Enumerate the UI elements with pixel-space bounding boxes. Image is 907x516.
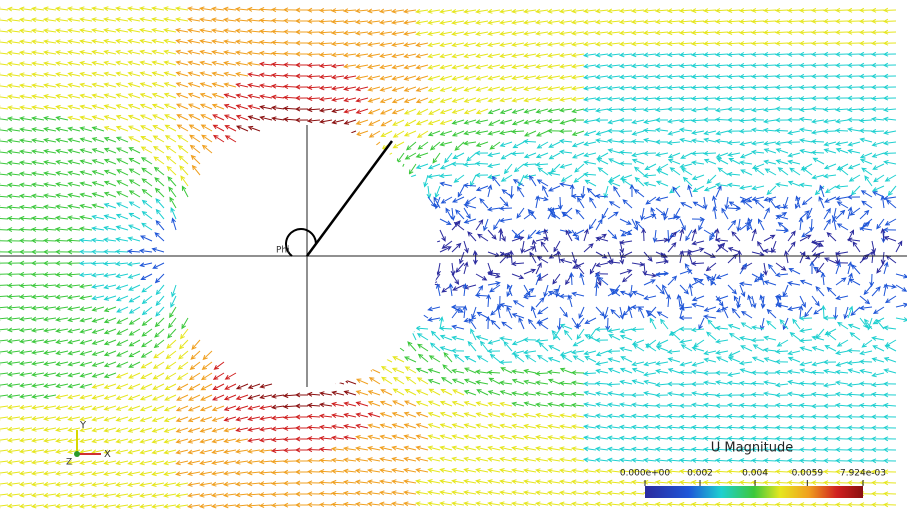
triad-z-axis: [74, 451, 80, 457]
triad-x-label: X: [104, 449, 111, 460]
triad-z-label: Z: [66, 458, 72, 468]
colorbar: [645, 486, 863, 498]
colorbar-tick-label: 0.002: [687, 469, 713, 479]
colorbar-tick-label: 0.004: [742, 469, 768, 479]
triad-y-label: Y: [79, 420, 87, 431]
render-view: Phi Y X Z U Magnitude 0.000e+00 0.002 0.00…: [0, 0, 907, 516]
colorbar-tick-label: 0.000e+00: [620, 469, 671, 479]
colorbar-tick-label: 7.924e-03: [840, 469, 886, 479]
phi-label: Phi: [276, 246, 290, 256]
colorbar-title: U Magnitude: [711, 441, 794, 456]
colorbar-tick-label: 0.0059: [792, 469, 824, 479]
